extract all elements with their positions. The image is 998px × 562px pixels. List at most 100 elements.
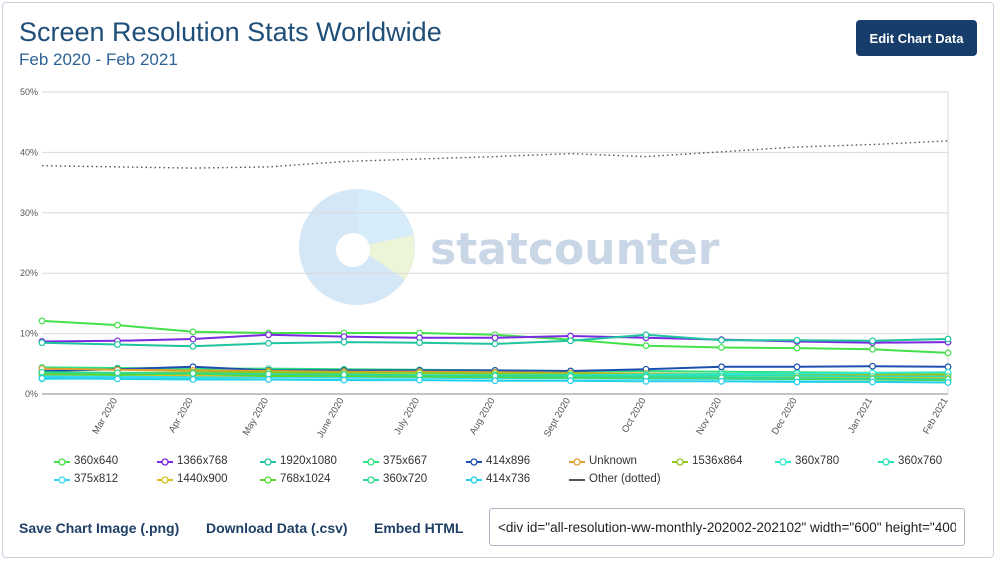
data-point[interactable]: [718, 363, 725, 371]
legend-label: 375x667: [383, 455, 428, 467]
legend-label: 414x896: [486, 455, 531, 467]
data-point[interactable]: [642, 331, 650, 339]
legend-marker-icon: [157, 458, 173, 466]
legend-marker-icon: [672, 458, 688, 466]
x-tick-label: July 2020: [392, 396, 422, 437]
data-point[interactable]: [869, 362, 876, 370]
legend-marker-dot: [676, 458, 684, 466]
data-point[interactable]: [869, 337, 876, 345]
data-point[interactable]: [38, 317, 46, 325]
line-chart: statcounter 0% 10% 20% 30% 40% 50% Mar 2020 Ap…: [20, 87, 952, 440]
legend-marker-dot: [161, 476, 169, 484]
data-point[interactable]: [189, 335, 197, 343]
x-tick-label: Sept 2020: [542, 396, 573, 439]
data-point[interactable]: [265, 376, 272, 383]
data-point[interactable]: [416, 376, 423, 384]
series-line-other: [41, 140, 949, 169]
save-chart-image-link[interactable]: Save Chart Image (.png): [19, 520, 180, 536]
data-point[interactable]: [340, 333, 348, 341]
data-point[interactable]: [340, 371, 348, 379]
data-point[interactable]: [265, 339, 272, 347]
data-point[interactable]: [38, 368, 46, 376]
data-point[interactable]: [642, 377, 650, 385]
legend-label: 360x640: [74, 455, 119, 467]
y-tick-label: 10%: [20, 329, 38, 339]
data-point[interactable]: [718, 344, 725, 351]
data-point[interactable]: [38, 339, 46, 347]
data-point[interactable]: [642, 342, 650, 350]
data-point[interactable]: [114, 369, 121, 377]
x-tick-label: Aug 2020: [468, 396, 498, 437]
x-tick-label: Oct 2020: [620, 396, 649, 435]
x-tick-label: Feb 2021: [921, 396, 951, 436]
data-point[interactable]: [114, 375, 121, 383]
legend-marker-dot: [779, 458, 787, 466]
y-tick-label: 50%: [20, 87, 38, 97]
data-point[interactable]: [567, 337, 574, 345]
data-point[interactable]: [793, 378, 801, 386]
data-point[interactable]: [114, 321, 121, 329]
data-point[interactable]: [189, 342, 197, 350]
edit-chart-data-button[interactable]: Edit Chart Data: [856, 20, 977, 56]
legend-marker-icon: [569, 458, 585, 466]
data-point[interactable]: [189, 370, 197, 377]
data-point[interactable]: [416, 339, 423, 347]
x-tick-label: Jan 2021: [846, 396, 875, 435]
data-point[interactable]: [340, 338, 348, 346]
data-point[interactable]: [944, 379, 952, 386]
legend-label: 1536x864: [692, 455, 743, 467]
embed-html-input[interactable]: [489, 508, 965, 546]
page-subtitle: Feb 2020 - Feb 2021: [19, 50, 178, 69]
data-point[interactable]: [944, 363, 952, 371]
legend-marker-icon: [363, 476, 379, 484]
legend-marker-icon: [775, 458, 791, 466]
data-point[interactable]: [793, 363, 801, 371]
watermark-logo-hole: [336, 233, 370, 267]
data-point[interactable]: [944, 335, 952, 343]
watermark-logo-slice: [357, 235, 415, 280]
legend-label: 360x720: [383, 473, 428, 485]
legend-label: Other (dotted): [589, 473, 661, 485]
legend-marker-icon: [54, 476, 70, 484]
x-tick-label: Apr 2020: [167, 396, 196, 435]
legend-label: Unknown: [589, 455, 637, 467]
legend-marker-dot: [882, 458, 890, 466]
embed-html-link[interactable]: Embed HTML: [374, 520, 464, 536]
legend-marker-dot: [367, 458, 375, 466]
legend-marker-icon: [466, 476, 482, 484]
legend-marker-icon: [569, 479, 585, 481]
data-point[interactable]: [869, 345, 876, 353]
watermark-text: statcounter: [430, 224, 720, 275]
legend-marker-icon: [157, 476, 173, 484]
legend-label: 768x1024: [280, 473, 331, 485]
data-point[interactable]: [38, 374, 46, 382]
data-point[interactable]: [491, 340, 499, 348]
data-point[interactable]: [567, 377, 574, 385]
data-point[interactable]: [114, 341, 121, 348]
legend-marker-icon: [363, 458, 379, 466]
page-title: Screen Resolution Stats Worldwide: [19, 17, 442, 47]
data-point[interactable]: [265, 370, 272, 378]
data-point[interactable]: [189, 328, 197, 336]
y-tick-label: 30%: [20, 208, 38, 218]
data-point[interactable]: [793, 344, 801, 352]
data-point[interactable]: [718, 336, 725, 344]
data-point[interactable]: [869, 378, 876, 386]
legend-marker-dot: [58, 476, 66, 484]
data-point[interactable]: [793, 336, 801, 344]
statcounter-watermark: statcounter: [299, 189, 720, 305]
data-point[interactable]: [491, 334, 499, 342]
download-data-link[interactable]: Download Data (.csv): [206, 520, 348, 536]
x-tick-label: Nov 2020: [694, 396, 724, 437]
legend-label: 1920x1080: [280, 455, 337, 467]
data-point[interactable]: [944, 349, 952, 357]
data-point[interactable]: [189, 376, 197, 383]
data-point[interactable]: [718, 377, 725, 385]
data-point[interactable]: [265, 331, 272, 339]
data-point[interactable]: [340, 376, 348, 384]
data-point[interactable]: [491, 377, 499, 385]
y-tick-label: 0%: [25, 389, 38, 399]
x-tick-label: Mar 2020: [91, 396, 121, 436]
legend-marker-icon: [54, 458, 70, 466]
legend-marker-dot: [58, 458, 66, 466]
